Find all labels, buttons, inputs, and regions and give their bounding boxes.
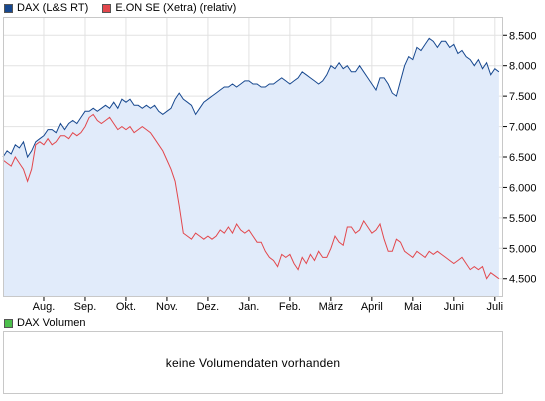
x-tick-label: März bbox=[319, 301, 343, 313]
eon-line bbox=[2, 113, 500, 280]
y-tick-label: 8.500 bbox=[509, 30, 537, 42]
eon-swatch-icon bbox=[102, 3, 112, 13]
plot-frame bbox=[3, 17, 503, 297]
y-tick-label: 7.000 bbox=[509, 122, 537, 134]
legend-item-eon[interactable]: E.ON SE (Xetra) (relativ) bbox=[102, 2, 236, 14]
x-tick-label: Jan. bbox=[239, 301, 260, 313]
x-tick-label: Okt. bbox=[116, 301, 136, 313]
volume-swatch-icon bbox=[4, 318, 13, 328]
volume-legend: DAX Volumen bbox=[4, 317, 85, 329]
dax-area bbox=[3, 38, 499, 298]
y-tick-label: 8.000 bbox=[509, 61, 537, 73]
y-tick-label: 6.000 bbox=[509, 182, 537, 194]
y-tick-label: 5.000 bbox=[509, 243, 537, 255]
y-tick-label: 6.500 bbox=[509, 152, 537, 164]
volume-panel: keine Volumendaten vorhanden bbox=[3, 331, 503, 394]
y-axis-ticks: 4.500 5.000 5.500 6.000 6.500 7.000 7.500 8.000… bbox=[503, 30, 537, 286]
dax-line bbox=[2, 37, 500, 159]
x-tick-label: Juli bbox=[487, 301, 504, 313]
y-tick-label: 7.500 bbox=[509, 91, 537, 103]
y-tick-label: 4.500 bbox=[509, 274, 537, 286]
legend-item-dax[interactable]: DAX (L&S RT) bbox=[4, 2, 88, 14]
price-chart: 4.500 5.000 5.500 6.000 6.500 7.000 7.500 8.000… bbox=[2, 17, 537, 313]
x-tick-label: Nov. bbox=[156, 301, 178, 313]
dax-swatch-icon bbox=[4, 3, 13, 13]
x-tick-label: Aug. bbox=[33, 301, 56, 313]
chart-legend: DAX (L&S RT) E.ON SE (Xetra) (relativ) bbox=[4, 2, 236, 14]
volume-label: DAX Volumen bbox=[17, 317, 86, 329]
volume-message: keine Volumendaten vorhanden bbox=[165, 355, 341, 370]
y-tick-label: 5.500 bbox=[509, 213, 537, 225]
x-tick-label: Juni bbox=[444, 301, 464, 313]
legend-eon-label: E.ON SE (Xetra) (relativ) bbox=[115, 2, 237, 14]
x-tick-label: Feb. bbox=[279, 301, 301, 313]
x-tick-label: Sep. bbox=[74, 301, 97, 313]
x-axis-ticks: Aug. Sep. Okt. Nov. Dez. Jan. Feb. März April Mai… bbox=[33, 297, 503, 313]
x-tick-label: Mai bbox=[404, 301, 422, 313]
x-tick-label: Dez. bbox=[197, 301, 220, 313]
x-tick-label: April bbox=[361, 301, 383, 313]
legend-dax-label: DAX (L&S RT) bbox=[17, 2, 89, 14]
